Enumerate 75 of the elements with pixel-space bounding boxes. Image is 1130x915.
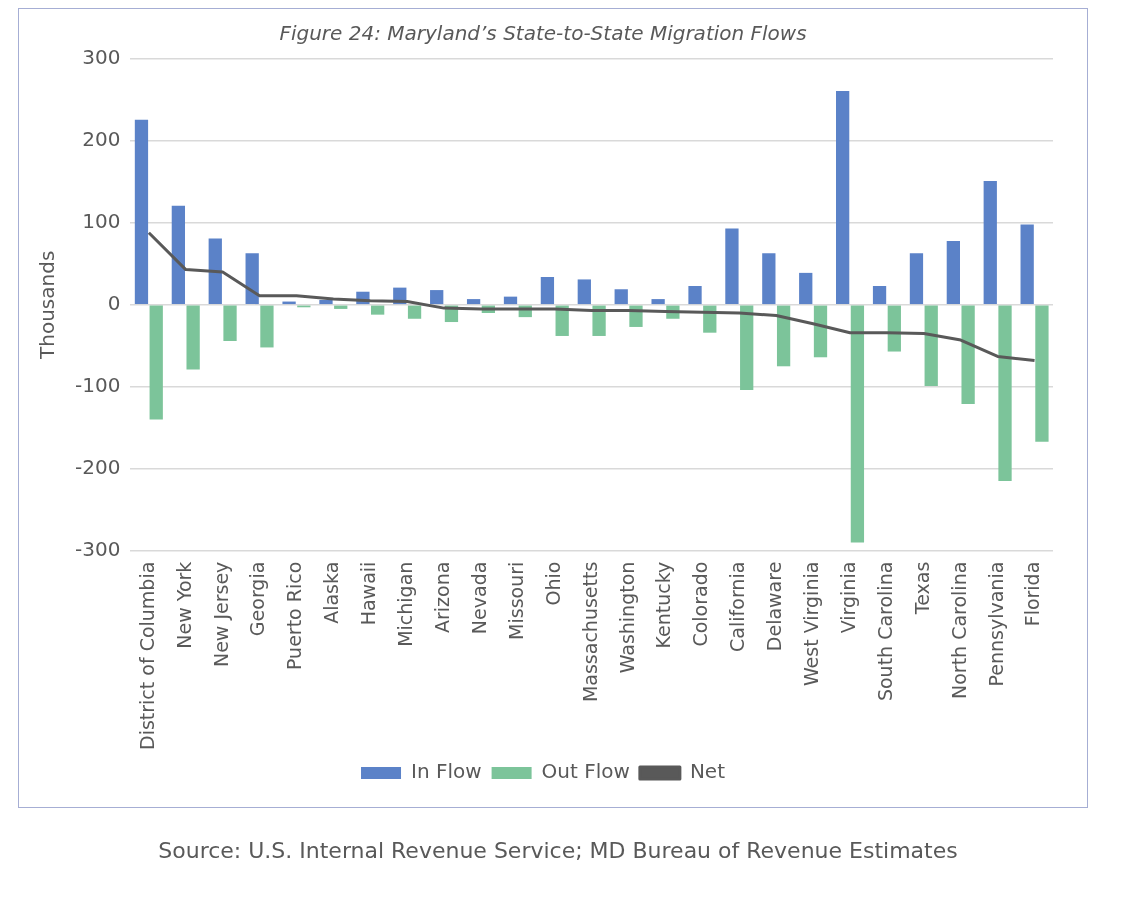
bar (850, 305, 865, 543)
bar (466, 299, 481, 305)
x-tick-label: Washington (615, 561, 638, 674)
x-tick-label: Georgia (246, 561, 269, 637)
bar (998, 305, 1012, 482)
x-tick-label: Ohio (541, 561, 564, 606)
bar (430, 290, 444, 305)
bar (245, 253, 259, 305)
x-tick-label: North Carolina (947, 561, 970, 700)
x-tick-label: Pennsylvania (984, 561, 1007, 687)
x-tick-label: Kentucky (652, 561, 675, 649)
bar (1020, 224, 1034, 305)
source-note: Source: U.S. Internal Revenue Service; MD Bureau of Revenue Estimates (157, 838, 959, 863)
bar (186, 305, 200, 370)
bar (946, 240, 960, 305)
bar (614, 289, 628, 305)
x-tick-label: Alaska (320, 561, 343, 624)
y-tick-label: 200 (82, 127, 121, 152)
bar (1035, 305, 1049, 442)
bar (260, 305, 274, 348)
chart-title: Figure 24: Maryland’s State-to-State Migration Flows (279, 21, 807, 46)
legend-label: Out Flow (541, 759, 630, 784)
x-tick-label: New York (172, 561, 195, 649)
y-tick-label: -300 (75, 536, 121, 561)
x-tick-label: Virginia (836, 561, 859, 634)
bar (740, 305, 754, 391)
y-axis-title: Thousands (35, 250, 60, 360)
bar (799, 272, 813, 305)
bar (887, 305, 901, 352)
bar (371, 305, 385, 315)
x-tick-label: Florida (1021, 561, 1044, 627)
x-tick-label: Michigan (394, 561, 417, 647)
legend-label: Net (689, 759, 726, 784)
y-tick-label: 100 (82, 209, 121, 234)
x-tick-label: South Carolina (873, 561, 896, 702)
bar (836, 90, 850, 305)
x-tick-label: Hawaii (357, 561, 380, 626)
x-tick-label: Colorado (689, 561, 712, 647)
x-tick-label: California (726, 561, 749, 652)
y-tick-label: -100 (75, 372, 121, 397)
bar (208, 238, 222, 305)
x-tick-label: Nevada (467, 561, 490, 635)
x-tick-label: Texas (910, 561, 933, 616)
bar (319, 299, 333, 305)
bar (961, 305, 975, 404)
bar (577, 279, 591, 305)
bar (149, 305, 163, 420)
bar (813, 305, 828, 358)
x-tick-label: Arizona (431, 561, 454, 634)
y-tick-label: 0 (107, 291, 121, 316)
bar (872, 285, 887, 305)
x-tick-label: Massachusetts (578, 561, 601, 703)
bar (171, 205, 186, 305)
legend-label: In Flow (411, 759, 482, 784)
x-tick-label: District of Columbia (135, 561, 158, 750)
bar (725, 228, 739, 305)
bar (651, 299, 665, 305)
bar (924, 305, 938, 386)
bar (909, 253, 924, 305)
x-tick-label: Missouri (504, 561, 527, 640)
x-tick-label: New Jersey (209, 561, 232, 668)
bar (134, 119, 149, 305)
y-tick-label: 300 (82, 45, 121, 70)
bar (540, 276, 555, 305)
x-tick-label: West Virginia (800, 561, 823, 687)
bar (223, 305, 237, 341)
y-tick-label: -200 (75, 454, 121, 479)
bar (688, 285, 702, 305)
x-tick-label: Puerto Rico (283, 561, 306, 670)
bar (503, 296, 518, 305)
bar (762, 253, 776, 305)
bar (407, 305, 422, 319)
bar (983, 181, 997, 305)
x-tick-label: Delaware (763, 561, 786, 652)
bar (776, 305, 791, 367)
